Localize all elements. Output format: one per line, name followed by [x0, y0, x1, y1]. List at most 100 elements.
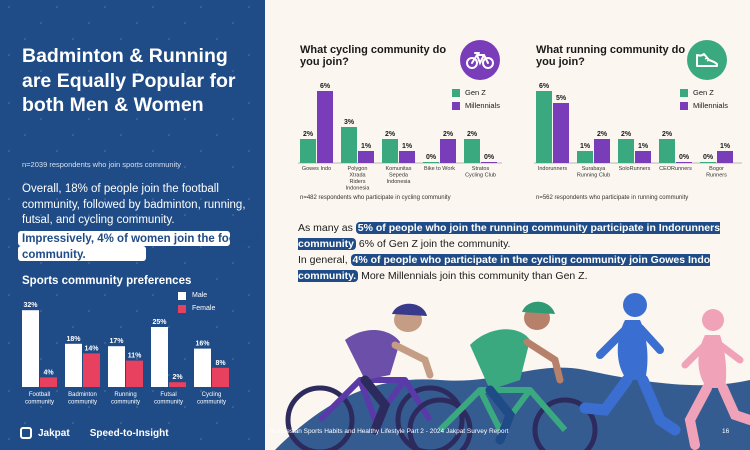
background-dot: [232, 214, 234, 216]
running-bar-gen-z: [618, 139, 634, 163]
sports-category-label: community: [68, 400, 97, 406]
millennials-swatch: [680, 101, 688, 110]
running-bar-millennials: [717, 151, 733, 163]
running-category-label: Bogor: [709, 166, 724, 172]
genz-swatch: [680, 88, 688, 97]
sports-category-label: Football: [29, 392, 50, 398]
background-dot: [184, 358, 186, 360]
cyclist-2: [407, 301, 598, 450]
background-dot: [88, 262, 90, 264]
background-dot: [136, 22, 138, 24]
background-dot: [8, 294, 10, 296]
sports-category-label: Running: [114, 392, 136, 398]
running-bar-gen-z: [659, 139, 675, 163]
background-dot: [152, 150, 154, 152]
background-dot: [8, 54, 10, 56]
cycling-bar-gen-z: [300, 139, 316, 163]
legend-millennials-label: Millennials: [693, 101, 729, 110]
background-dot: [184, 214, 186, 216]
background-dot: [56, 342, 58, 344]
background-dot: [216, 134, 218, 136]
background-dot: [152, 54, 154, 56]
statement-2-pre: In general,: [298, 254, 351, 266]
sports-bar-male: [151, 327, 168, 387]
background-dot: [216, 422, 218, 424]
background-dot: [72, 422, 74, 424]
background-dot: [120, 38, 122, 40]
background-dot: [248, 6, 250, 8]
bicycle-icon: [460, 40, 500, 80]
sports-value-label: 8%: [215, 360, 226, 367]
running-bar-gen-z: [700, 162, 716, 163]
background-dot: [72, 86, 74, 88]
cycling-bar-millennials: [317, 91, 333, 163]
sports-category-label: Cycling: [202, 392, 222, 398]
background-dot: [136, 214, 138, 216]
sports-legend: Male Female: [178, 289, 215, 315]
sports-value-label: 17%: [109, 338, 124, 345]
sports-category-label: Futsal: [160, 392, 176, 398]
background-dot: [24, 86, 26, 88]
running-category-label: Runners: [706, 173, 727, 179]
background-dot: [152, 6, 154, 8]
background-dot: [216, 278, 218, 280]
cycling-category-label: Riders: [350, 179, 366, 185]
background-dot: [104, 294, 106, 296]
overall-summary: Overall, 18% of people join the football…: [22, 183, 246, 226]
legend-male-label: Male: [192, 292, 208, 299]
insight-statement: As many as 5% of people who join the run…: [298, 220, 738, 284]
running-value-label: 2%: [621, 131, 632, 138]
running-bar-gen-z: [536, 91, 552, 163]
sports-bar-chart: 32% 4% Football community 18%14% Badminton com…: [22, 302, 229, 406]
background-dot: [88, 22, 90, 24]
background-dot: [8, 342, 10, 344]
sports-bar-female: [126, 360, 143, 387]
background-dot: [56, 54, 58, 56]
cycling-value-label: 1%: [361, 143, 372, 150]
background-dot: [200, 438, 202, 440]
background-dot: [72, 182, 74, 184]
background-dot: [104, 102, 106, 104]
background-dot: [104, 198, 106, 200]
cycling-value-label: 2%: [303, 131, 314, 138]
legend-millennials: Millennials: [680, 99, 728, 112]
background-dot: [24, 182, 26, 184]
background-dot: [120, 134, 122, 136]
running-bar-millennials: [676, 162, 692, 163]
background-dot: [120, 278, 122, 280]
running-value-label: 6%: [539, 83, 550, 90]
sports-category-label: community: [25, 400, 54, 406]
background-dot: [152, 390, 154, 392]
cyclist-1: [285, 303, 465, 450]
sports-category-label: community: [197, 400, 226, 406]
statement-1-pre: As many as: [298, 222, 356, 234]
cycling-bar-gen-z: [382, 139, 398, 163]
cycling-bar-gen-z: [423, 162, 439, 163]
background-dot: [8, 198, 10, 200]
cycling-bar-gen-z: [341, 127, 357, 163]
background-dot: [200, 390, 202, 392]
statement-2-post: More Millennials join this community tha…: [358, 270, 588, 282]
cycling-bar-millennials: [358, 151, 374, 163]
background-dot: [248, 198, 250, 200]
background-dot: [232, 118, 234, 120]
running-bar-gen-z: [577, 151, 593, 163]
running-value-label: 0%: [703, 154, 714, 161]
background-dot: [200, 198, 202, 200]
cycling-category-label: Cycling Club: [465, 173, 496, 179]
cycling-category-label: Sepeda: [389, 173, 409, 179]
running-value-label: 1%: [580, 143, 591, 150]
background-dot: [152, 246, 154, 248]
cycling-value-label: 0%: [484, 154, 495, 161]
cycling-value-label: 1%: [402, 143, 413, 150]
background-dot: [136, 406, 138, 408]
background-dot: [200, 342, 202, 344]
report-footer: Indonesian Sports Habits and Healthy Lif…: [270, 428, 509, 435]
background-dot: [200, 150, 202, 152]
background-dot: [248, 438, 250, 440]
background-dot: [168, 182, 170, 184]
running-value-label: 2%: [597, 131, 608, 138]
background-dot: [24, 134, 26, 136]
cycling-value-label: 6%: [320, 83, 331, 90]
running-category-label: Indorunners: [538, 166, 568, 172]
